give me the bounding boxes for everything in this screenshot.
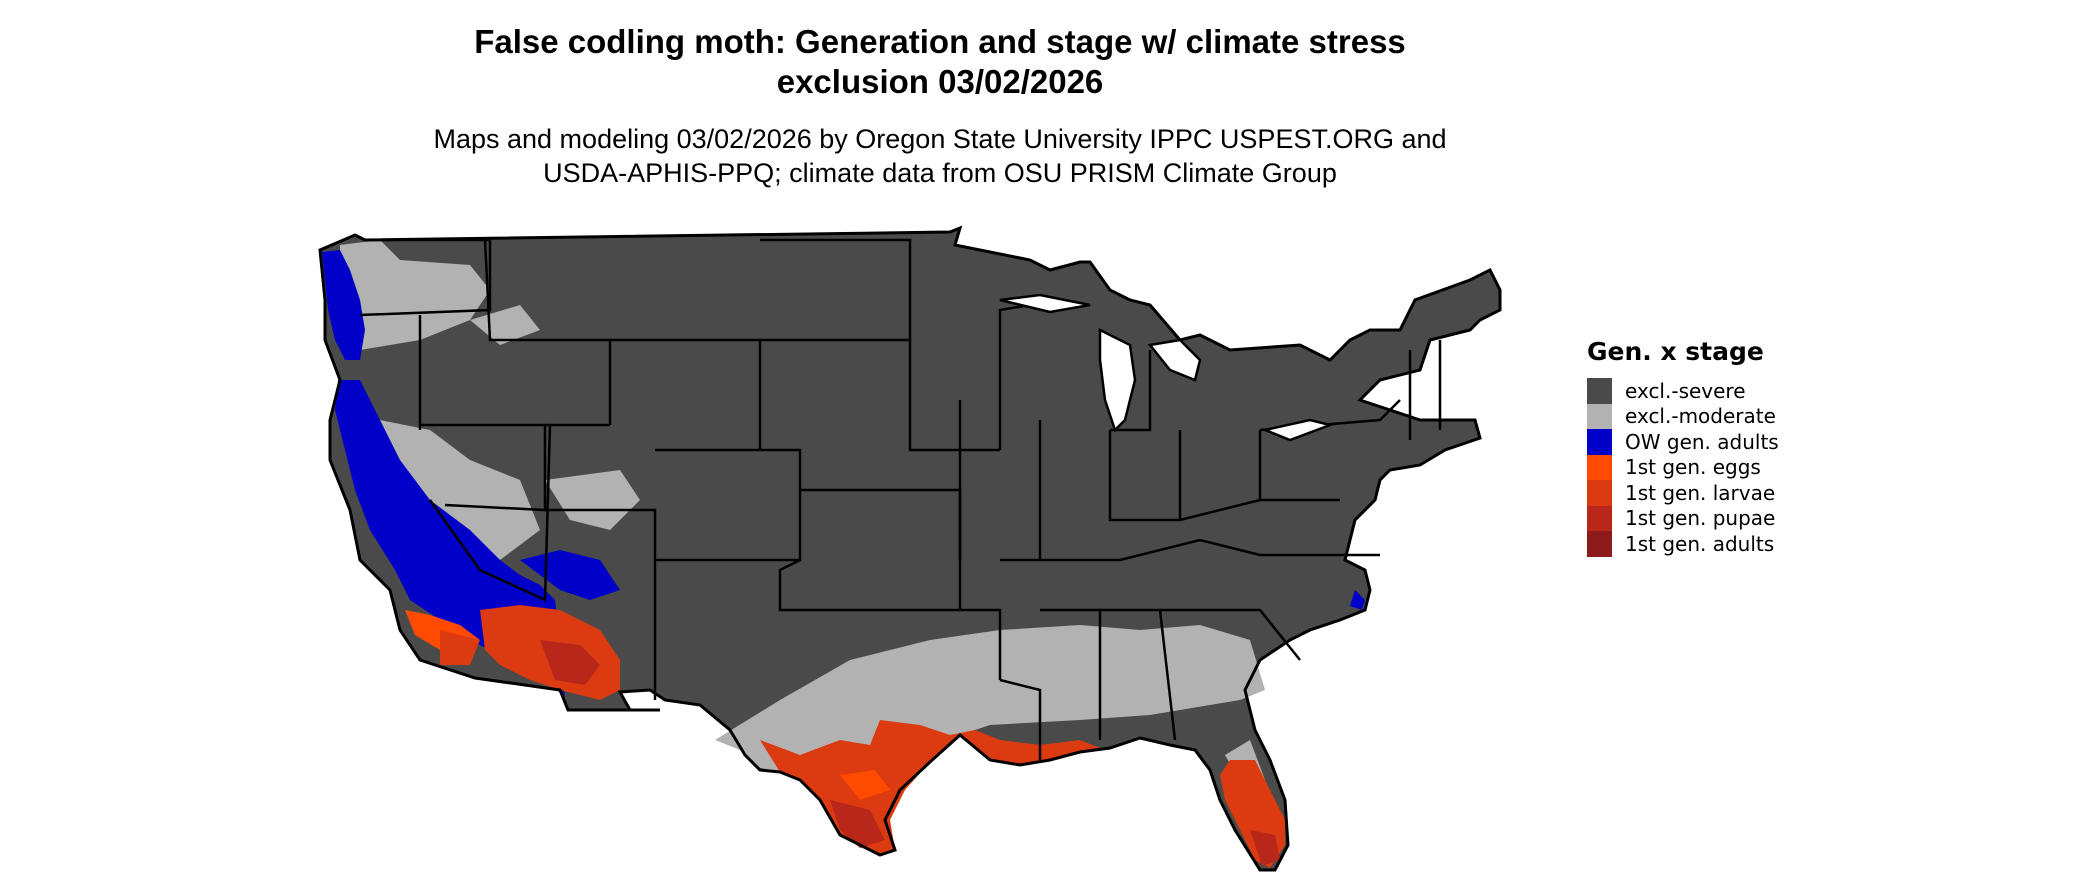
legend-item-ow-gen-adults: OW gen. adults — [1587, 429, 1779, 455]
legend: Gen. x stage excl.-severe excl.-moderate… — [1587, 338, 1779, 557]
legend-swatch — [1587, 480, 1612, 506]
legend-label: 1st gen. pupae — [1625, 506, 1776, 531]
map-title: False codling moth: Generation and stage… — [300, 22, 1580, 102]
legend-swatch — [1587, 454, 1612, 480]
coastline — [318, 225, 1502, 872]
legend-label: OW gen. adults — [1625, 429, 1779, 454]
legend-swatch — [1587, 429, 1612, 455]
legend-label: 1st gen. adults — [1625, 531, 1775, 556]
title-line-2: exclusion 03/02/2026 — [776, 63, 1104, 100]
legend-item-1st-gen-adults: 1st gen. adults — [1587, 531, 1779, 557]
great-lakes — [999, 293, 1335, 442]
legend-item-excl-severe: excl.-severe — [1587, 378, 1779, 404]
legend-swatch — [1587, 378, 1612, 404]
subtitle-line-2: USDA-APHIS-PPQ; climate data from OSU PR… — [543, 158, 1337, 188]
subtitle-line-1: Maps and modeling 03/02/2026 by Oregon S… — [433, 124, 1447, 154]
legend-item-1st-gen-larvae: 1st gen. larvae — [1587, 480, 1779, 506]
legend-items: excl.-severe excl.-moderate OW gen. adul… — [1587, 378, 1779, 557]
legend-label: excl.-severe — [1625, 378, 1746, 403]
map-subtitle: Maps and modeling 03/02/2026 by Oregon S… — [300, 122, 1580, 190]
legend-item-excl-moderate: excl.-moderate — [1587, 403, 1779, 429]
legend-label: 1st gen. eggs — [1625, 455, 1761, 480]
title-line-1: False codling moth: Generation and stage… — [474, 23, 1406, 60]
legend-item-1st-gen-eggs: 1st gen. eggs — [1587, 454, 1779, 480]
legend-swatch — [1587, 531, 1612, 557]
legend-swatch — [1587, 403, 1612, 429]
legend-swatch — [1587, 505, 1612, 531]
legend-label: excl.-moderate — [1625, 404, 1776, 429]
first-gen-regions — [405, 605, 1285, 868]
legend-title: Gen. x stage — [1587, 337, 1764, 366]
legend-item-1st-gen-pupae: 1st gen. pupae — [1587, 505, 1779, 531]
legend-label: 1st gen. larvae — [1625, 480, 1776, 505]
